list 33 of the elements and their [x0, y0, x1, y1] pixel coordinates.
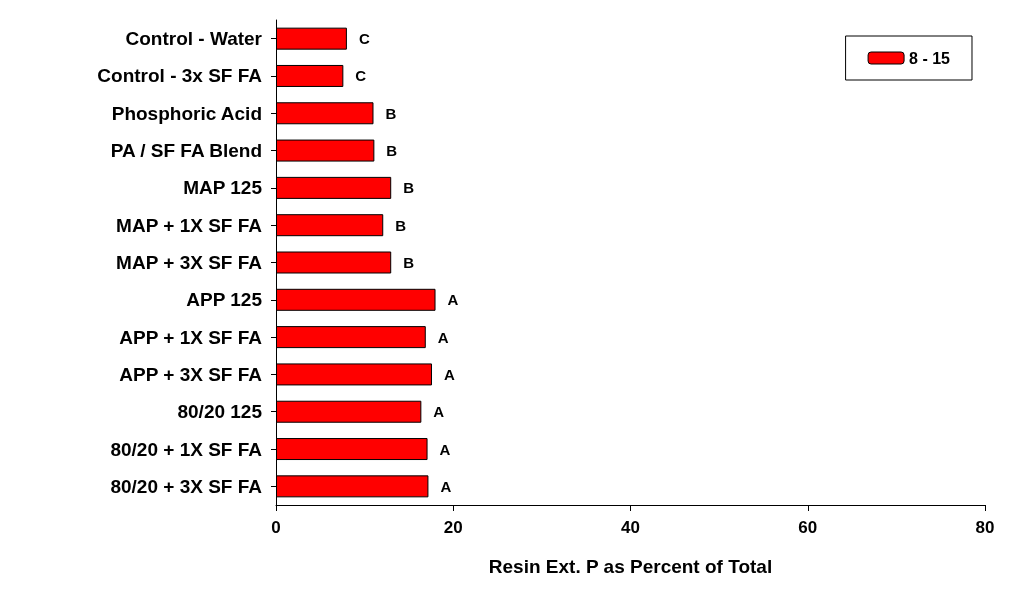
y-tick-label: PA / SF FA Blend — [110, 140, 262, 162]
data-label: C — [358, 30, 370, 48]
data-label: A — [440, 477, 452, 495]
x-tick-label: 0 — [271, 518, 281, 537]
y-tick-label: 80/20 125 — [177, 401, 263, 423]
x-tick-label: 60 — [798, 518, 818, 537]
y-tick-label: APP 125 — [186, 289, 263, 311]
y-tick-label: Control - Water — [125, 28, 263, 50]
y-tick-label: MAP 125 — [183, 177, 263, 199]
y-tick-label: MAP + 1X SF FA — [116, 214, 263, 236]
data-label: A — [437, 328, 449, 346]
y-tick-label: Phosphoric Acid — [111, 102, 262, 124]
y-tick-label: APP + 1X SF FA — [119, 326, 263, 348]
x-tick-label: 40 — [621, 518, 640, 537]
y-tick-label: Control - 3x SF FA — [97, 65, 263, 87]
data-label: B — [385, 104, 397, 122]
data-label: B — [395, 216, 407, 234]
y-tick-label: MAP + 3X SF FA — [116, 252, 263, 273]
y-tick-label: 80/20 + 1X SF FA — [110, 438, 263, 460]
data-label: A — [433, 403, 445, 421]
data-label: A — [439, 440, 451, 458]
y-tick-label: APP + 3X SF FA — [119, 363, 263, 385]
x-tick-label: 20 — [443, 518, 463, 537]
legend-label: 8 - 15 — [909, 49, 951, 67]
y-tick-label: 80/20 + 3X SF FA — [110, 475, 263, 497]
data-label: B — [403, 179, 415, 197]
x-axis-title: Resin Ext. P as Percent of Total — [488, 556, 773, 577]
x-tick-label: 80 — [975, 518, 995, 537]
data-label: A — [447, 291, 459, 309]
data-label: C — [355, 67, 367, 85]
data-label: B — [386, 142, 398, 160]
data-label: B — [403, 254, 415, 271]
data-label: A — [443, 365, 455, 383]
